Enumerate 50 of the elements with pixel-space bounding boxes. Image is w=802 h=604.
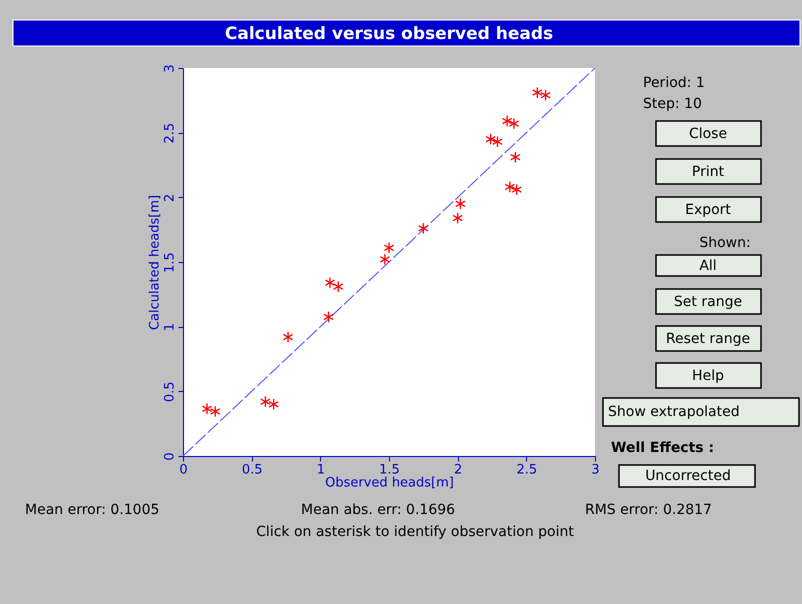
x-tick-label: 2 (454, 462, 462, 478)
text: Show extrapolated (608, 404, 740, 420)
y-axis-title: Calculated heads[m] (148, 194, 162, 330)
text: Set range (674, 294, 742, 310)
text: Uncorrected (645, 468, 731, 484)
point (455, 198, 466, 210)
point (282, 331, 294, 343)
text: Shown: (699, 235, 751, 251)
point (532, 86, 543, 98)
y-tick-label: 3 (162, 64, 178, 73)
chart-title: Calculated versus observed heads (224, 24, 554, 44)
x-axis-title: Observed heads[m] (325, 476, 454, 490)
point (268, 398, 279, 410)
y-tick-label: 2 (162, 194, 178, 202)
point (324, 276, 336, 289)
y-tick-label: 2.5 (162, 122, 178, 144)
text: Step: 10 (643, 96, 702, 112)
point (202, 402, 212, 415)
point (210, 405, 220, 418)
y-tick-label: 1.5 (162, 252, 178, 273)
y-tick-label: 1 (162, 323, 178, 332)
y-tick-label: 0 (162, 452, 178, 461)
point (540, 89, 551, 102)
point (384, 242, 394, 254)
text: Export (685, 202, 732, 218)
point (452, 212, 463, 224)
text: Help (692, 368, 724, 384)
text: All (699, 258, 717, 274)
point (323, 311, 334, 323)
x-tick-label: 1.5 (379, 462, 400, 478)
text: Mean error: 0.1005 (25, 502, 160, 518)
point (418, 222, 429, 234)
point (260, 396, 271, 408)
x-tick-label: 1 (316, 462, 325, 478)
point (332, 280, 344, 292)
text: Mean abs. err: 0.1696 (301, 502, 456, 518)
text: RMS error: 0.2817 (585, 502, 712, 518)
text: Click on asterisk to identify observation point (256, 524, 574, 540)
x-tick-label: 0 (179, 462, 188, 478)
x-tick-label: 2.5 (516, 462, 538, 478)
text: Reset range (666, 331, 750, 347)
text: Print (692, 164, 725, 180)
y-tick-label: 0.5 (162, 381, 178, 402)
x-tick-label: 0.5 (242, 462, 263, 478)
point (380, 254, 390, 266)
text: Period: 1 (643, 75, 705, 91)
point (510, 151, 521, 164)
x-tick-label: 3 (591, 462, 600, 478)
text: Well Effects : (611, 440, 714, 456)
text: Close (688, 126, 728, 142)
